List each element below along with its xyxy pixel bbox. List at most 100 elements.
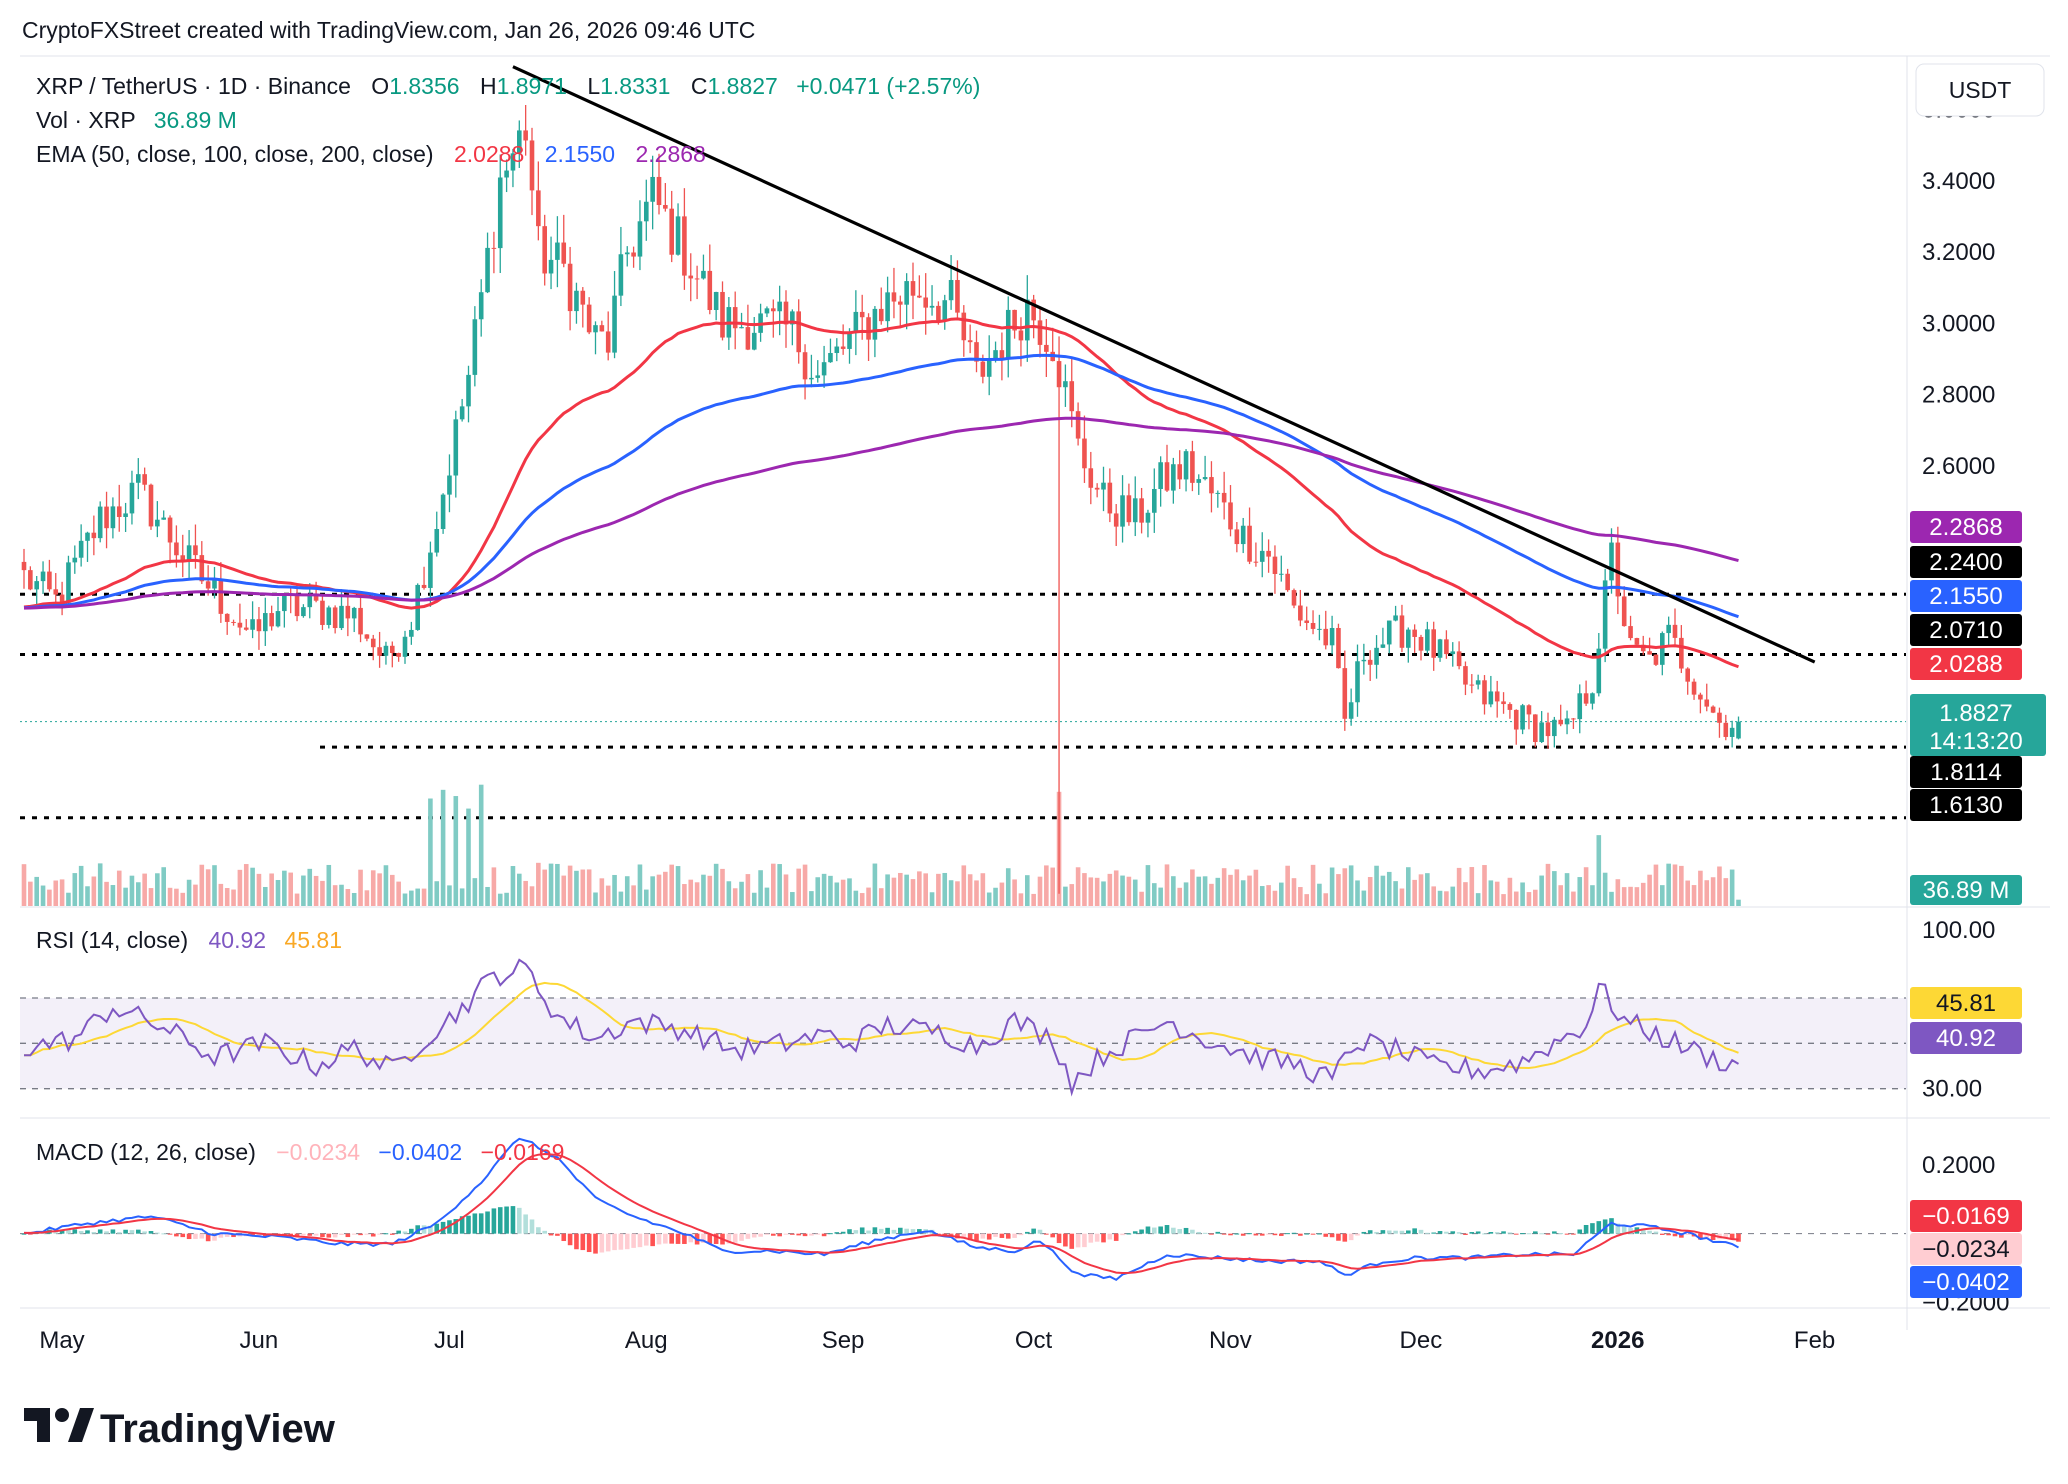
- volume-bar: [110, 885, 116, 906]
- candle-body: [910, 281, 916, 296]
- volume-bar: [1450, 886, 1456, 906]
- volume-bar: [536, 862, 541, 906]
- volume-bar: [123, 887, 128, 906]
- volume-bar: [1082, 873, 1087, 906]
- volume-bar: [834, 882, 840, 906]
- volume-bar: [243, 864, 249, 906]
- volume-bar: [370, 870, 376, 906]
- rsi-pane: [20, 958, 1906, 1097]
- macd-histogram-bar: [980, 1233, 986, 1239]
- candle-body: [637, 221, 643, 257]
- candle-body: [256, 619, 262, 632]
- macd-histogram-bar: [136, 1229, 141, 1234]
- volume-bar: [167, 887, 173, 906]
- macd-histogram-bar: [78, 1231, 84, 1234]
- candle-body: [1202, 477, 1208, 480]
- macd-histogram-bar: [1253, 1233, 1259, 1236]
- volume-bar: [1431, 886, 1436, 906]
- volume-bar: [1247, 875, 1252, 906]
- candle-body: [694, 278, 700, 280]
- volume-bar: [1412, 879, 1417, 906]
- volume-bar: [948, 880, 954, 906]
- candle-body: [491, 247, 497, 249]
- macd-histogram-bar: [180, 1233, 186, 1238]
- macd-histogram-bar: [809, 1233, 814, 1236]
- candle-body: [1221, 492, 1227, 503]
- macd-histogram-bar: [1209, 1233, 1214, 1235]
- price-tag-bg: [1910, 511, 2022, 543]
- volume-bar: [1545, 863, 1551, 906]
- volume-bar: [624, 876, 630, 906]
- macd-histogram-bar: [815, 1233, 821, 1235]
- volume-bar: [1139, 891, 1144, 906]
- macd-histogram-bar: [1196, 1231, 1202, 1234]
- candle-body: [1482, 680, 1487, 705]
- candle-body: [840, 346, 846, 349]
- volume-bar: [224, 888, 230, 906]
- volume-bar: [586, 869, 592, 906]
- volume-bar: [421, 888, 427, 906]
- volume-bar: [923, 873, 928, 906]
- macd-histogram-bar: [847, 1229, 852, 1234]
- candle-body: [1094, 487, 1100, 490]
- candle-body: [167, 517, 173, 543]
- candle-body: [85, 532, 90, 541]
- candle-body: [1145, 512, 1151, 523]
- volume-bar: [104, 881, 109, 906]
- macd-histogram-bar: [593, 1233, 598, 1254]
- candle-body: [1272, 556, 1278, 574]
- candle-body: [383, 645, 389, 656]
- macd-histogram-bar: [707, 1233, 713, 1244]
- volume-bar: [332, 885, 338, 906]
- macd-histogram-bar: [224, 1233, 230, 1237]
- macd-histogram-bar: [1653, 1231, 1659, 1234]
- volume-bar: [1717, 866, 1722, 906]
- macd-histogram-bar: [1056, 1233, 1062, 1244]
- volume-bar: [612, 874, 617, 906]
- volume-bar: [1044, 865, 1049, 906]
- macd-histogram-bar: [1158, 1226, 1163, 1234]
- macd-histogram-bar: [339, 1233, 344, 1235]
- candle-body: [1602, 580, 1608, 649]
- candle-body: [1634, 638, 1640, 645]
- tradingview-logo-text: TradingView: [100, 1407, 336, 1451]
- macd-histogram-bar: [1399, 1230, 1405, 1234]
- macd-histogram-bar: [631, 1233, 636, 1248]
- volume-bar: [415, 888, 420, 906]
- macd-histogram-bar: [1545, 1233, 1551, 1235]
- macd-histogram-bar: [745, 1233, 751, 1239]
- candle-body: [466, 374, 471, 407]
- candle-body: [459, 406, 465, 420]
- volume-bar: [1596, 835, 1602, 906]
- candle-body: [1075, 411, 1081, 439]
- volume-bar: [1406, 867, 1411, 906]
- volume-bar: [1228, 874, 1233, 906]
- volume-bar: [815, 877, 821, 906]
- macd-histogram-bar: [351, 1233, 357, 1235]
- macd-histogram-bar: [110, 1229, 116, 1234]
- candle-body: [1558, 719, 1563, 725]
- volume-bar: [618, 891, 624, 906]
- macd-histogram-bar: [421, 1225, 427, 1234]
- candle-body: [1717, 712, 1722, 723]
- volume-bar: [453, 796, 459, 906]
- macd-histogram-bar: [1355, 1233, 1360, 1236]
- candle-body: [828, 353, 833, 363]
- volume-bar: [1456, 867, 1462, 906]
- macd-histogram-bar: [1418, 1229, 1424, 1234]
- volume-bar: [656, 874, 662, 906]
- candle-body: [1494, 691, 1500, 702]
- candle-body: [1171, 464, 1176, 491]
- macd-histogram-bar: [510, 1206, 516, 1234]
- candle-body: [1425, 629, 1430, 651]
- rsi-axis-tick: 100.00: [1922, 917, 1995, 944]
- macd-histogram-bar: [434, 1223, 440, 1234]
- candle-body: [358, 607, 363, 635]
- currency-button[interactable]: [1915, 63, 2045, 117]
- descending-trendline: [512, 65, 1816, 664]
- macd-histogram-bar: [307, 1233, 313, 1236]
- macd-histogram-bar: [675, 1233, 681, 1244]
- candle-body: [263, 613, 268, 632]
- candle-body: [1317, 628, 1322, 630]
- volume-bar: [1463, 882, 1468, 906]
